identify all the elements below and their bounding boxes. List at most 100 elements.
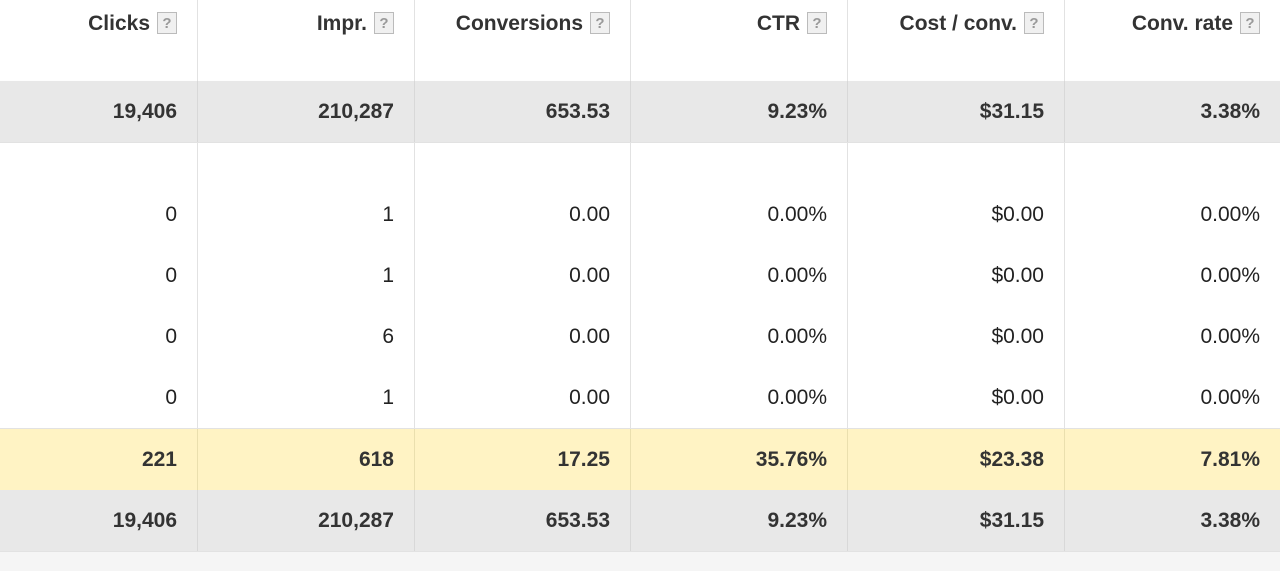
cell-value: 6 xyxy=(382,324,394,348)
cell xyxy=(415,143,631,184)
header-label: CTR xyxy=(756,12,800,35)
header-label: Cost / conv. xyxy=(899,12,1017,35)
help-icon[interactable]: ? xyxy=(807,12,827,34)
cell-value: 0.00 xyxy=(569,324,610,348)
cell-value: 221 xyxy=(141,447,177,471)
cell-value: 0 xyxy=(165,385,177,409)
cell-value: 653.53 xyxy=(545,99,610,123)
cell xyxy=(0,143,198,184)
cell-value: 3.38% xyxy=(1200,99,1260,123)
total-row: 19,406 210,287 653.53 9.23% $31.15 3.38% xyxy=(0,490,1280,552)
cell: 19,406 xyxy=(0,490,198,551)
cell-value: 19,406 xyxy=(112,99,177,123)
help-icon[interactable]: ? xyxy=(157,12,177,34)
header-label: Conv. rate xyxy=(1131,12,1233,35)
help-icon[interactable]: ? xyxy=(1240,12,1260,34)
cell-value: 0.00% xyxy=(1200,385,1260,409)
column-header[interactable]: Clicks? xyxy=(0,0,198,81)
cell-value: $31.15 xyxy=(979,99,1044,123)
column-header[interactable]: Conv. rate? xyxy=(1065,0,1280,81)
cell: $0.00 xyxy=(848,306,1065,367)
cell-value: $0.00 xyxy=(991,324,1044,348)
cell: 221 xyxy=(0,429,198,490)
cell: 9.23% xyxy=(631,490,848,551)
cell-value: 0 xyxy=(165,324,177,348)
data-row: 0 6 0.00 0.00% $0.00 0.00% xyxy=(0,306,1280,368)
help-icon[interactable]: ? xyxy=(374,12,394,34)
cell-value: 0.00% xyxy=(767,202,827,226)
cell-value: 1 xyxy=(382,385,394,409)
cell: 1 xyxy=(198,184,415,245)
cell: $0.00 xyxy=(848,367,1065,428)
cell-value: 0.00% xyxy=(1200,202,1260,226)
cell xyxy=(848,143,1065,184)
cell-value: $31.15 xyxy=(979,508,1044,532)
cell: 0 xyxy=(0,184,198,245)
cell-value: 0 xyxy=(165,202,177,226)
cell xyxy=(198,143,415,184)
cell: 9.23% xyxy=(631,81,848,142)
cell: 0.00% xyxy=(1065,245,1280,306)
cell: 0.00% xyxy=(631,367,848,428)
header-label: Conversions xyxy=(455,12,583,35)
highlight-row: 221 618 17.25 35.76% $23.38 7.81% xyxy=(0,429,1280,491)
cell-value: 3.38% xyxy=(1200,508,1260,532)
cell: $31.15 xyxy=(848,81,1065,142)
cell: 0.00% xyxy=(1065,306,1280,367)
cell: 35.76% xyxy=(631,429,848,490)
cell: 3.38% xyxy=(1065,81,1280,142)
cell-value: 35.76% xyxy=(755,447,827,471)
cell-value: 19,406 xyxy=(112,508,177,532)
cell: $23.38 xyxy=(848,429,1065,490)
cell-value: 618 xyxy=(358,447,394,471)
cell-value: 1 xyxy=(382,202,394,226)
column-header[interactable]: CTR? xyxy=(631,0,848,81)
column-header[interactable]: Cost / conv.? xyxy=(848,0,1065,81)
cell: $0.00 xyxy=(848,245,1065,306)
cell: 210,287 xyxy=(198,81,415,142)
cell-value: 0.00 xyxy=(569,202,610,226)
cell: $31.15 xyxy=(848,490,1065,551)
cell: 1 xyxy=(198,245,415,306)
cell-value: 0.00% xyxy=(767,263,827,287)
data-row: 0 1 0.00 0.00% $0.00 0.00% xyxy=(0,367,1280,429)
cell-value: 0.00 xyxy=(569,385,610,409)
cell: 0.00% xyxy=(631,245,848,306)
cell-value: 0.00% xyxy=(767,385,827,409)
column-header[interactable]: Impr.? xyxy=(198,0,415,81)
cell: 210,287 xyxy=(198,490,415,551)
cell: 0 xyxy=(0,306,198,367)
cell: 19,406 xyxy=(0,81,198,142)
cell-value: 9.23% xyxy=(767,99,827,123)
cell: 0.00 xyxy=(415,245,631,306)
help-icon[interactable]: ? xyxy=(1024,12,1044,34)
cell-value: $23.38 xyxy=(979,447,1044,471)
cell: 0.00% xyxy=(1065,184,1280,245)
cell: 0.00% xyxy=(1065,367,1280,428)
cell: 653.53 xyxy=(415,490,631,551)
data-row: 0 1 0.00 0.00% $0.00 0.00% xyxy=(0,245,1280,307)
cell: 0.00% xyxy=(631,184,848,245)
cell: 653.53 xyxy=(415,81,631,142)
header-row: Clicks? Impr.? Conversions? CTR? Cost / conv… xyxy=(0,0,1280,82)
cell: 0 xyxy=(0,245,198,306)
cell: 3.38% xyxy=(1065,490,1280,551)
help-icon[interactable]: ? xyxy=(590,12,610,34)
cell: 6 xyxy=(198,306,415,367)
cell-value: 0.00% xyxy=(1200,324,1260,348)
cell-value: $0.00 xyxy=(991,385,1044,409)
cell: 7.81% xyxy=(1065,429,1280,490)
cell: 0.00 xyxy=(415,306,631,367)
cell-value: 0 xyxy=(165,263,177,287)
cell-value: 653.53 xyxy=(545,508,610,532)
cell: 1 xyxy=(198,367,415,428)
column-header[interactable]: Conversions? xyxy=(415,0,631,81)
cell: 0.00 xyxy=(415,184,631,245)
data-row: 0 1 0.00 0.00% $0.00 0.00% xyxy=(0,184,1280,246)
cell-value: $0.00 xyxy=(991,263,1044,287)
cell: 17.25 xyxy=(415,429,631,490)
header-label: Impr. xyxy=(316,12,367,35)
cell-value: 17.25 xyxy=(557,447,610,471)
